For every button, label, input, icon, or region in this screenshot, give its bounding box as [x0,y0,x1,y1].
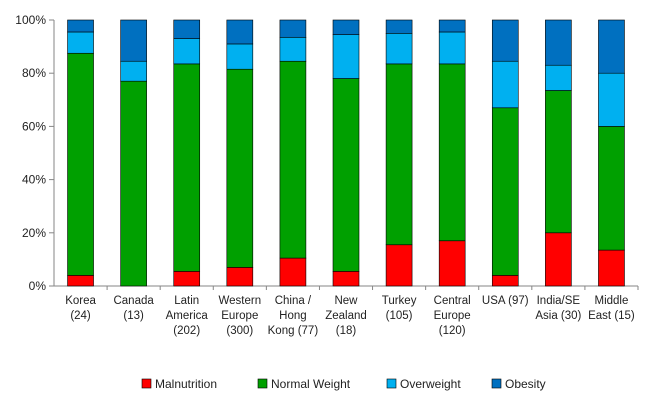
y-tick-label: 40% [22,173,46,187]
bar-segment-obesity [279,19,307,38]
bar-segment-normal-weight [120,80,147,287]
x-tick-label: USA (97) [482,295,529,307]
bar-segment-normal-weight [332,78,360,272]
chart-bars [67,19,625,287]
bar-segment-obesity [332,19,360,35]
bar-segment-normal-weight [279,60,307,259]
bar-segment-obesity [491,19,519,62]
x-tick-label: Korea (24) [65,295,96,322]
x-tick-label: Middle East (15) [588,295,635,322]
bar-segment-malnutrition [385,244,413,287]
y-tick-label: 0% [29,279,47,293]
legend-swatch [257,378,268,389]
legend-label: Obesity [505,377,546,391]
chart-legend: Malnutrition Normal Weight Overweight Obesi… [141,377,546,391]
bar-segment-obesity [173,19,201,39]
x-tick-label: Canada (13) [113,295,154,322]
bar-segment-malnutrition [67,275,94,287]
bar-segment-normal-weight [385,63,413,246]
x-tick-label: Turkey (105) [382,295,417,322]
bar-segment-overweight [545,64,572,91]
bar-segment-overweight [226,43,254,70]
x-tick-label: Central Europe (120) [434,295,471,337]
bar-segment-normal-weight [438,63,466,242]
bar-segment-malnutrition [279,257,307,287]
bar-segment-overweight [438,31,466,65]
bar-segment-obesity [438,19,466,33]
x-tick-label: Western Europe (300) [219,295,262,337]
bar-segment-overweight [173,38,201,65]
x-tick-label: China / Hong Kong (77) [268,295,319,337]
bar-segment-overweight [67,31,94,54]
bar-segment-malnutrition [332,271,360,287]
x-axis-labels: Korea (24) Canada (13) Latin America (202)West… [65,295,635,337]
y-tick-label: 80% [22,66,46,80]
bar-segment-obesity [226,19,254,45]
x-tick-label: India/SE Asia (30) [535,295,581,322]
y-tick-label: 60% [22,119,46,133]
bar-segment-obesity [598,19,625,74]
bar-segment-obesity [67,19,94,33]
legend-swatch [386,378,397,389]
bar-segment-normal-weight [545,90,572,234]
bar-segment-overweight [491,60,519,109]
bar-segment-malnutrition [173,271,201,287]
bar-segment-normal-weight [226,68,254,268]
x-tick-label: New Zealand (18) [325,295,367,337]
bar-segment-obesity [385,19,413,34]
chart-axes: 0% 20% 40% 60% 80% 100% [15,13,639,293]
bar-segment-normal-weight [173,63,201,272]
bar-segment-overweight [120,60,147,82]
legend-label: Overweight [400,377,461,391]
legend-label: Malnutrition [155,377,217,391]
bar-segment-overweight [598,72,625,127]
y-tick-label: 20% [22,226,46,240]
bar-segment-malnutrition [491,275,519,287]
bar-segment-obesity [545,19,572,66]
bar-segment-malnutrition [545,232,572,287]
legend-swatch [141,378,152,389]
legend-swatch [491,378,502,389]
y-tick-label: 100% [15,13,46,27]
bar-segment-malnutrition [598,249,625,287]
legend-label: Normal Weight [271,377,351,391]
bar-segment-obesity [120,19,147,62]
bar-segment-normal-weight [598,126,625,251]
bar-segment-overweight [385,32,413,65]
bar-segment-overweight [332,34,360,79]
bar-segment-normal-weight [67,52,94,276]
bar-segment-malnutrition [226,267,254,287]
bar-segment-overweight [279,36,307,62]
bar-segment-normal-weight [491,107,519,276]
x-tick-label: Latin America (202) [166,295,209,337]
bar-segment-malnutrition [438,240,466,287]
